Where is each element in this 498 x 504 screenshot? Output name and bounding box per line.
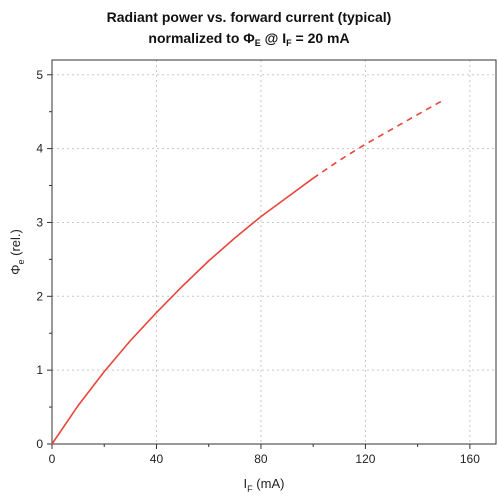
series-line-measured xyxy=(51,177,314,445)
y-axis-label-sub: e xyxy=(16,259,26,264)
axis-ticks: 0 40 80 120 160 0 1 2 3 4 5 xyxy=(36,68,480,466)
chart-title-line2: normalized to ΦE @ IF = 20 mA xyxy=(0,29,498,52)
y-axis-label-unit: (rel.) xyxy=(8,229,23,259)
title2-suffix: = 20 mA xyxy=(291,30,350,46)
x-tick-label: 40 xyxy=(150,452,164,466)
x-tick-label: 80 xyxy=(254,452,268,466)
y-axis-label: Φe (rel.) xyxy=(8,229,26,275)
x-axis-label-unit: (mA) xyxy=(253,476,285,491)
chart-title-line1: Radiant power vs. forward current (typic… xyxy=(106,9,392,25)
series-line-extrapolated xyxy=(312,99,445,179)
x-axis-label-main: I xyxy=(244,476,248,491)
x-tick-label: 0 xyxy=(49,452,56,466)
y-tick-label: 0 xyxy=(36,437,43,451)
y-tick-label: 5 xyxy=(36,68,43,82)
grid-lines xyxy=(52,60,496,444)
title2-prefix: normalized to Φ xyxy=(148,30,255,46)
x-tick-label: 160 xyxy=(460,452,480,466)
x-axis-label-sub: F xyxy=(247,484,253,494)
y-tick-label: 3 xyxy=(36,215,43,229)
x-tick-label: 120 xyxy=(355,452,375,466)
plot-frame xyxy=(51,59,497,445)
y-axis-label-main: Φ xyxy=(8,264,23,274)
y-tick-label: 1 xyxy=(36,363,43,377)
y-tick-label: 4 xyxy=(36,142,43,156)
data-series xyxy=(51,99,445,445)
title2-sub2: F xyxy=(286,38,292,48)
y-tick-label: 2 xyxy=(36,289,43,303)
x-axis-label: IF (mA) xyxy=(244,476,285,494)
title2-sub1: E xyxy=(254,38,261,48)
title2-middle: @ I xyxy=(260,30,287,46)
